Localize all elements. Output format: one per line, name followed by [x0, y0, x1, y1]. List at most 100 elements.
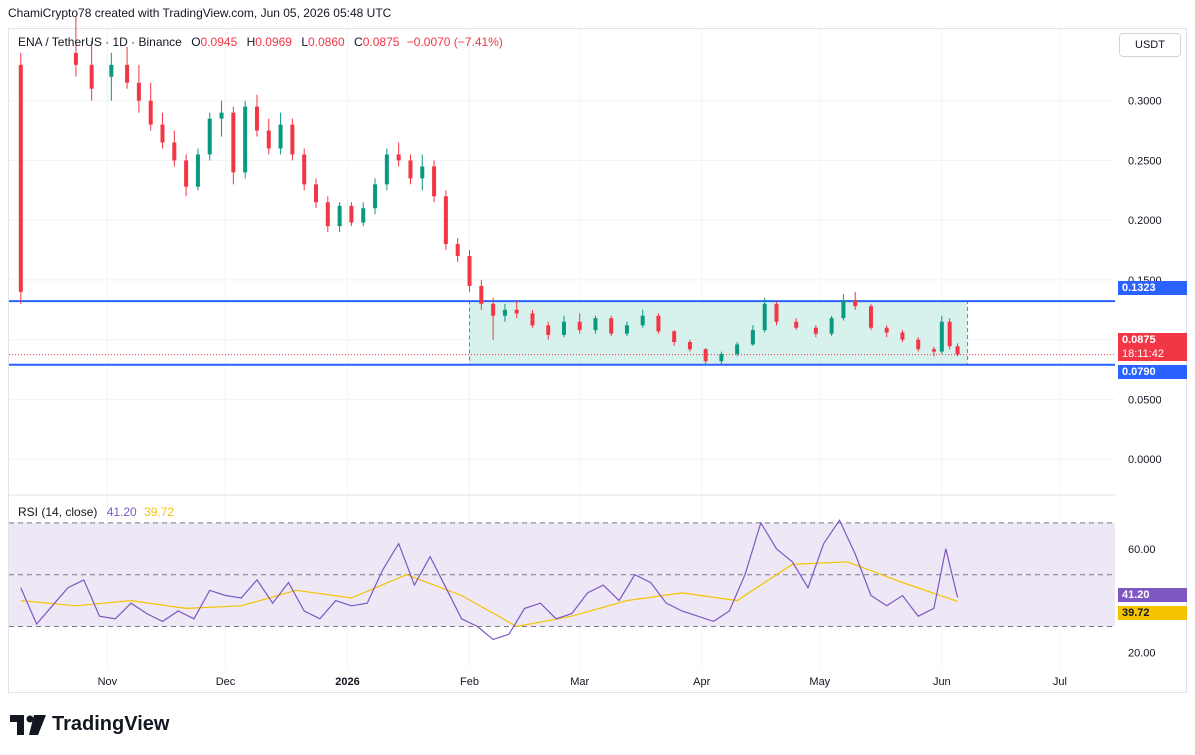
price-tick-label: 0.3000	[1128, 96, 1162, 108]
candle-body	[672, 331, 677, 343]
high-value: 0.0969	[255, 35, 292, 49]
candle-body	[794, 321, 799, 328]
candle-body	[384, 154, 389, 185]
last-price-tag: 0.0875 18:11:42	[1118, 333, 1187, 361]
candle-body	[829, 318, 834, 334]
high-label: H	[246, 35, 256, 49]
candle-body	[172, 142, 177, 161]
time-tick-label: Dec	[216, 676, 236, 688]
symbol-name[interactable]: ENA / TetherUS · 1D · Binance	[18, 35, 182, 49]
candle-body	[373, 184, 378, 209]
price-tick-label: 0.0000	[1128, 454, 1162, 466]
open-label: O	[191, 35, 201, 49]
candle-body	[719, 354, 724, 362]
time-tick-label: Apr	[693, 676, 710, 688]
candle-body	[219, 112, 224, 119]
tradingview-logo[interactable]: TradingView	[10, 713, 169, 736]
bar-countdown: 18:11:42	[1122, 348, 1165, 360]
upper-level-tag: 0.1323	[1118, 281, 1187, 295]
open-value: 0.0945	[200, 35, 238, 49]
time-tick-label: Feb	[460, 676, 479, 688]
candle-body	[73, 52, 78, 65]
candle-body	[109, 64, 114, 77]
candle-body	[841, 300, 846, 319]
low-label: L	[301, 35, 308, 49]
candle-body	[868, 306, 873, 328]
range-box	[469, 300, 969, 366]
candle-body	[420, 166, 425, 179]
price-tick-label: 0.0500	[1128, 394, 1162, 406]
candle-body	[939, 321, 944, 352]
currency-button[interactable]: USDT	[1119, 33, 1181, 57]
candle-body	[853, 300, 858, 307]
last-price-value: 0.0875	[1122, 334, 1156, 346]
price-tick-label: 0.2000	[1128, 215, 1162, 227]
rsi-legend[interactable]: RSI (14, close) 41.20 39.72	[18, 505, 174, 519]
candle-body	[609, 318, 614, 334]
candle-body	[750, 330, 755, 345]
candle-body	[160, 124, 165, 143]
change-value: −0.0070 (−7.41%)	[406, 35, 503, 49]
candle-body	[546, 325, 551, 335]
candle-body	[762, 303, 767, 331]
time-tick-label: 2026	[335, 676, 359, 688]
candle-body	[278, 124, 283, 149]
candle-body	[687, 342, 692, 350]
rsi-line	[20, 519, 959, 641]
low-value: 0.0860	[308, 35, 345, 49]
candle-body	[195, 154, 200, 187]
close-value: 0.0875	[362, 35, 400, 49]
candle-body	[900, 332, 905, 340]
close-label: C	[354, 35, 363, 49]
candle-body	[432, 166, 437, 197]
time-tick-label: Mar	[570, 676, 589, 688]
price-tick-label: 0.2500	[1128, 155, 1162, 167]
candle-body	[774, 303, 779, 322]
candle-body	[491, 303, 496, 316]
candle-body	[593, 318, 598, 331]
candle-body	[502, 309, 507, 316]
candle-body	[640, 315, 645, 326]
candle-body	[408, 160, 413, 179]
candle-body	[337, 205, 342, 227]
candle-body	[947, 321, 952, 347]
candle-body	[18, 64, 23, 292]
candle-body	[290, 124, 295, 155]
candle-body	[207, 118, 212, 155]
candle-body	[136, 82, 141, 101]
symbol-legend: ENA / TetherUS · 1D · Binance O0.0945 H0…	[18, 35, 503, 49]
candle-body	[467, 256, 472, 286]
time-tick-label: Nov	[98, 676, 118, 688]
time-tick-label: Jun	[933, 676, 951, 688]
candle-body	[314, 184, 319, 203]
candle-body	[514, 309, 519, 314]
brand-name: TradingView	[52, 713, 170, 735]
candle-body	[931, 349, 936, 352]
candle-body	[231, 112, 236, 173]
candle-body	[624, 325, 629, 334]
rsi-ma-line	[20, 561, 958, 628]
candle-body	[266, 130, 271, 149]
candle-body	[703, 349, 708, 362]
candle-body	[361, 208, 366, 223]
rsi-ma-legend-value: 39.72	[144, 505, 175, 519]
candle-body	[916, 339, 921, 350]
rsi-tick-label: 20.00	[1128, 647, 1156, 659]
rsi-value-tag: 41.20	[1118, 588, 1187, 602]
candle-body	[656, 315, 661, 332]
candle-body	[561, 321, 566, 335]
tradingview-logo-icon	[10, 714, 46, 735]
candle-body	[455, 244, 460, 257]
rsi-label: RSI (14, close)	[18, 505, 98, 519]
candle-body	[148, 100, 153, 125]
candle-body	[955, 346, 960, 355]
candle-body	[254, 106, 259, 131]
lower-level-tag: 0.0790	[1118, 365, 1187, 379]
time-tick-label: May	[809, 676, 830, 688]
rsi-tick-label: 60.00	[1128, 544, 1156, 556]
candle-body	[325, 202, 330, 227]
candle-body	[302, 154, 307, 185]
candle-body	[813, 327, 818, 334]
candle-body	[396, 154, 401, 161]
